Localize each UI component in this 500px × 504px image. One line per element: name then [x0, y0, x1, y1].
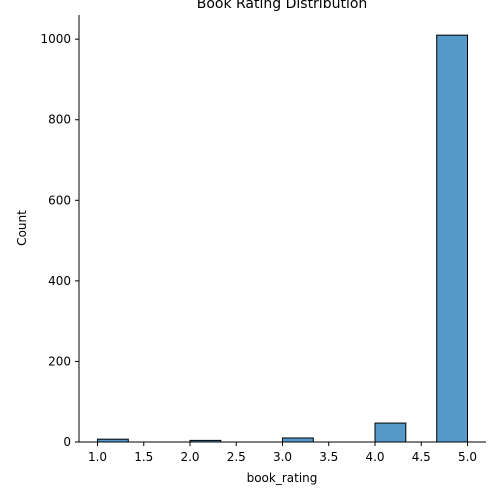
- x-tick-label-7: 4.5: [412, 450, 431, 464]
- x-tick-label-4: 3.0: [273, 450, 292, 464]
- y-tick-label-2: 400: [48, 274, 71, 288]
- y-tick-label-1: 200: [48, 354, 71, 368]
- y-tick-label-4: 800: [48, 113, 71, 127]
- x-axis-label: book_rating: [247, 471, 318, 485]
- x-tick-label-6: 4.0: [365, 450, 384, 464]
- x-ticks-layer: 1.0 1.5 2.0 2.5 3.0 3.5 4.0 4.5 5.0: [88, 442, 477, 464]
- x-tick-label-5: 3.5: [319, 450, 338, 464]
- x-tick-label-3: 2.5: [227, 450, 246, 464]
- histogram-bar-9: [374, 422, 407, 443]
- chart-title: Book Rating Distribution: [197, 0, 368, 12]
- x-tick-label-0: 1.0: [88, 450, 107, 464]
- y-tick-label-5: 1000: [40, 32, 71, 46]
- bars-layer: [97, 34, 469, 443]
- x-tick-label-1: 1.5: [134, 450, 153, 464]
- histogram-bar-11: [436, 34, 469, 443]
- y-ticks-layer: 0 200 400 600 800 1000: [40, 32, 79, 449]
- x-tick-label-8: 5.0: [458, 450, 477, 464]
- y-tick-label-0: 0: [63, 435, 71, 449]
- x-tick-label-2: 2.0: [180, 450, 199, 464]
- y-axis-label: Count: [15, 210, 29, 246]
- y-tick-label-3: 600: [48, 193, 71, 207]
- histogram-bar-6: [282, 437, 314, 443]
